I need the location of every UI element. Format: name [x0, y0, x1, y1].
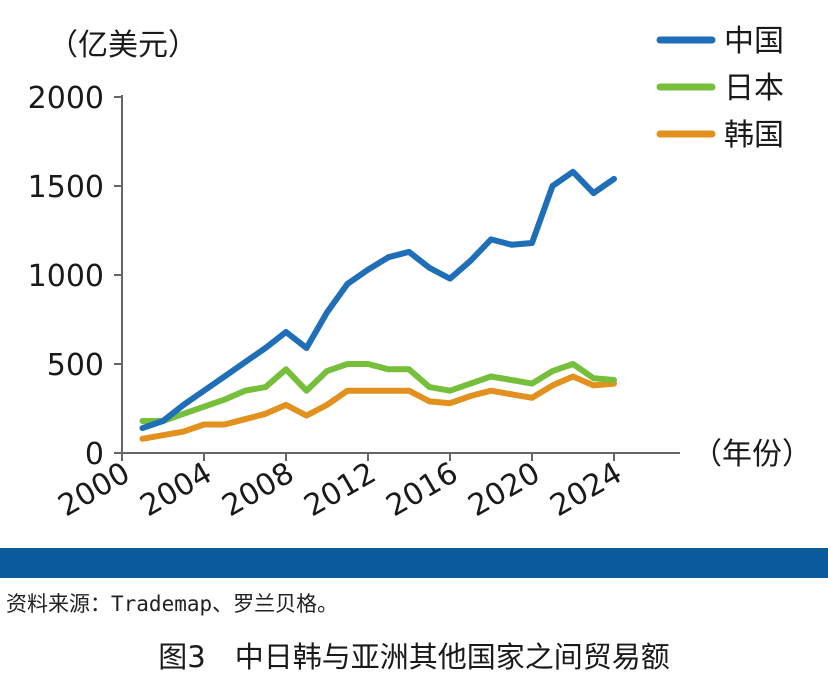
series-line — [139, 373, 617, 442]
y-tick-label: 1000 — [28, 259, 104, 294]
source-note: 资料来源：Trademap、罗兰贝格。 — [6, 592, 339, 616]
series-line — [139, 361, 617, 424]
x-axis-unit-label: （年份） — [692, 437, 812, 472]
figure-caption: 图3 中日韩与亚洲其他国家之间贸易额 — [158, 640, 670, 674]
x-tick-label: 2012 — [298, 456, 382, 524]
y-tick-label: 0 — [85, 437, 104, 472]
legend-label: 日本 — [724, 71, 784, 106]
y-axis-unit-label: （亿美元） — [48, 28, 198, 63]
legend-label: 韩国 — [724, 118, 784, 153]
legend-label: 中国 — [724, 24, 784, 59]
x-tick-label: 2008 — [216, 456, 300, 524]
x-tick-label: 2024 — [544, 456, 628, 524]
y-tick-label: 2000 — [28, 81, 104, 116]
x-tick-label: 2004 — [134, 456, 218, 524]
blue-divider-band — [0, 548, 828, 578]
y-tick-label: 500 — [47, 348, 104, 383]
x-tick-label: 2016 — [380, 456, 464, 524]
series-line — [139, 168, 617, 432]
y-tick-labels: 0 500 1000 1500 2000 — [28, 81, 104, 472]
line-chart: （亿美元） （年份） 0 500 1000 1500 2000 200020042008… — [28, 24, 812, 524]
series-lines — [139, 168, 617, 442]
x-tick-label: 2020 — [462, 456, 546, 524]
y-tick-label: 1500 — [28, 170, 104, 205]
axes — [114, 95, 680, 461]
